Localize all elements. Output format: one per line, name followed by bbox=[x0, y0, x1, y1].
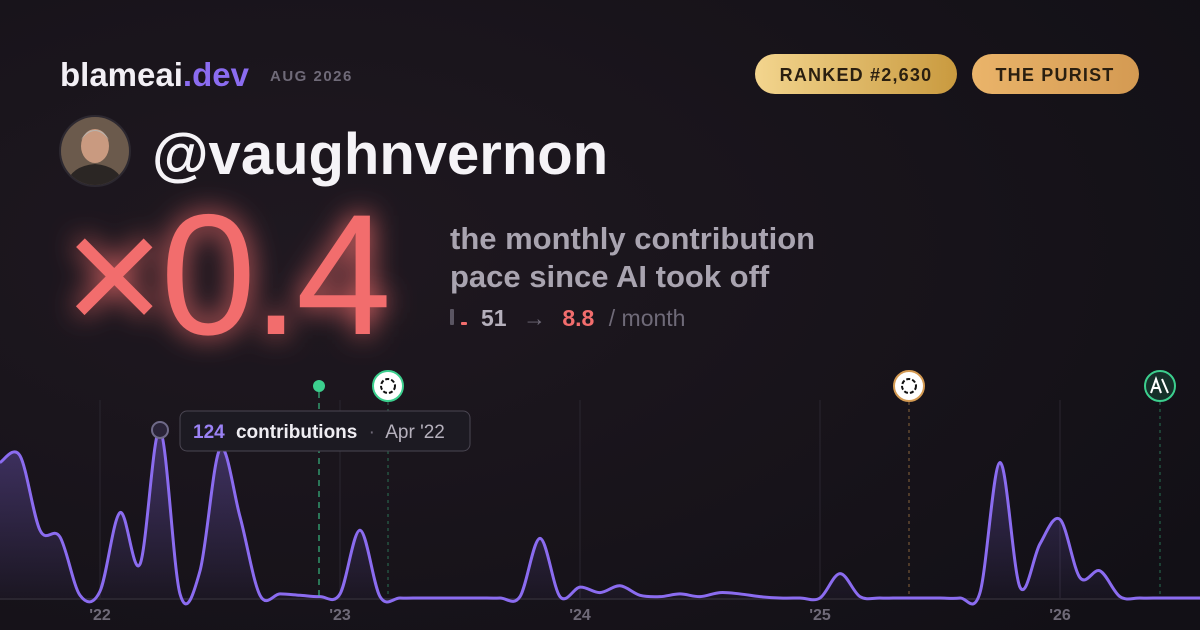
x-tick-label: '22 bbox=[89, 607, 111, 624]
anthropic-icon bbox=[1144, 370, 1176, 402]
handle: @vaughnvernon bbox=[152, 122, 608, 187]
tooltip-date: Apr '22 bbox=[385, 422, 445, 443]
x-tick-label: '25 bbox=[809, 607, 831, 624]
openai-icon bbox=[893, 370, 925, 402]
title-badge bbox=[972, 54, 1139, 94]
pace-unit: / month bbox=[609, 305, 686, 331]
tooltip-text: 124 contributions · Apr '22 bbox=[193, 422, 445, 443]
event-markers bbox=[313, 370, 1176, 598]
title-text: THE PURIST bbox=[995, 65, 1114, 85]
pace-before: 51 bbox=[481, 305, 507, 331]
brand: blameai.dev bbox=[60, 56, 250, 93]
chart: '22 '23 '24 '25 '26 bbox=[0, 400, 1200, 624]
brand-tld: .dev bbox=[183, 56, 250, 93]
description-line: pace since AI took off bbox=[450, 259, 770, 294]
x-tick-label: '23 bbox=[329, 607, 351, 624]
pace: 51 → 8.8 / month bbox=[481, 305, 685, 331]
x-tick-label: '26 bbox=[1049, 607, 1071, 624]
tooltip: 124 contributions · Apr '22 bbox=[179, 410, 471, 452]
event-dot bbox=[313, 380, 325, 392]
openai-glyph bbox=[380, 378, 396, 394]
tooltip-box bbox=[179, 410, 471, 452]
multiplier: ×0.4 bbox=[64, 179, 388, 371]
tooltip-separator: · bbox=[369, 422, 375, 443]
line bbox=[0, 428, 1200, 606]
openai-glyph bbox=[901, 378, 917, 394]
date: AUG 2026 bbox=[270, 68, 353, 85]
description-line: the monthly contribution bbox=[450, 221, 815, 256]
highlight-point bbox=[151, 420, 169, 439]
anthropic-glyph bbox=[1150, 376, 1169, 394]
pace-arrow: → bbox=[523, 305, 546, 331]
pace-after: 8.8 bbox=[562, 305, 594, 331]
pace-icon bbox=[450, 309, 467, 325]
brand-name: blameai bbox=[60, 56, 183, 93]
tooltip-value: 124 bbox=[193, 422, 225, 443]
rank-text: RANKED #2,630 bbox=[780, 65, 933, 85]
avatar bbox=[59, 115, 131, 187]
rank-badge bbox=[755, 54, 957, 94]
tooltip-label: contributions bbox=[236, 422, 357, 443]
x-tick-label: '24 bbox=[569, 607, 591, 624]
openai-icon bbox=[372, 370, 404, 402]
